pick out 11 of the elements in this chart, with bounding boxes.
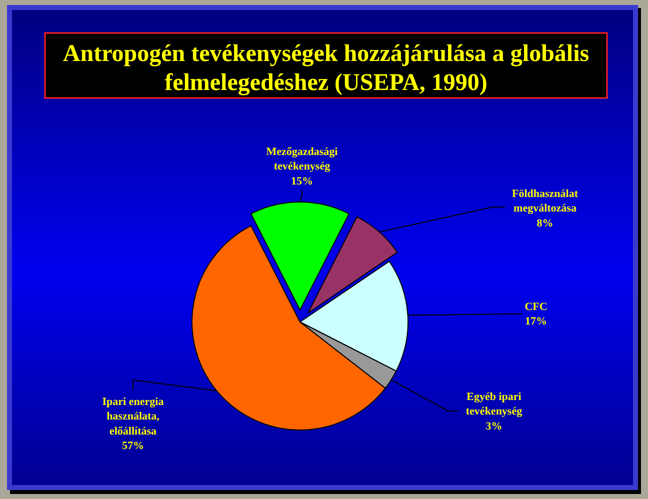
data-label: 17% xyxy=(525,316,547,328)
data-label: 3% xyxy=(486,420,502,432)
data-label: 15% xyxy=(291,175,313,188)
slice-label: Mezőgazdasági tevékenység xyxy=(266,146,338,173)
slice-label: Ipari energia használata, előállítása xyxy=(102,396,164,438)
slice-label: CFC xyxy=(524,301,548,313)
data-label: 8% xyxy=(536,217,554,230)
data-label: 57% xyxy=(122,440,144,452)
chart-title: Antropogén tevékenységek hozzájárulása a globális felmelegedéshez (USEPA, 1990) xyxy=(62,41,590,96)
slice-label: Földhasználat megváltozása xyxy=(512,188,578,215)
slice-label: Egyéb ipari tevékenység xyxy=(466,391,523,418)
